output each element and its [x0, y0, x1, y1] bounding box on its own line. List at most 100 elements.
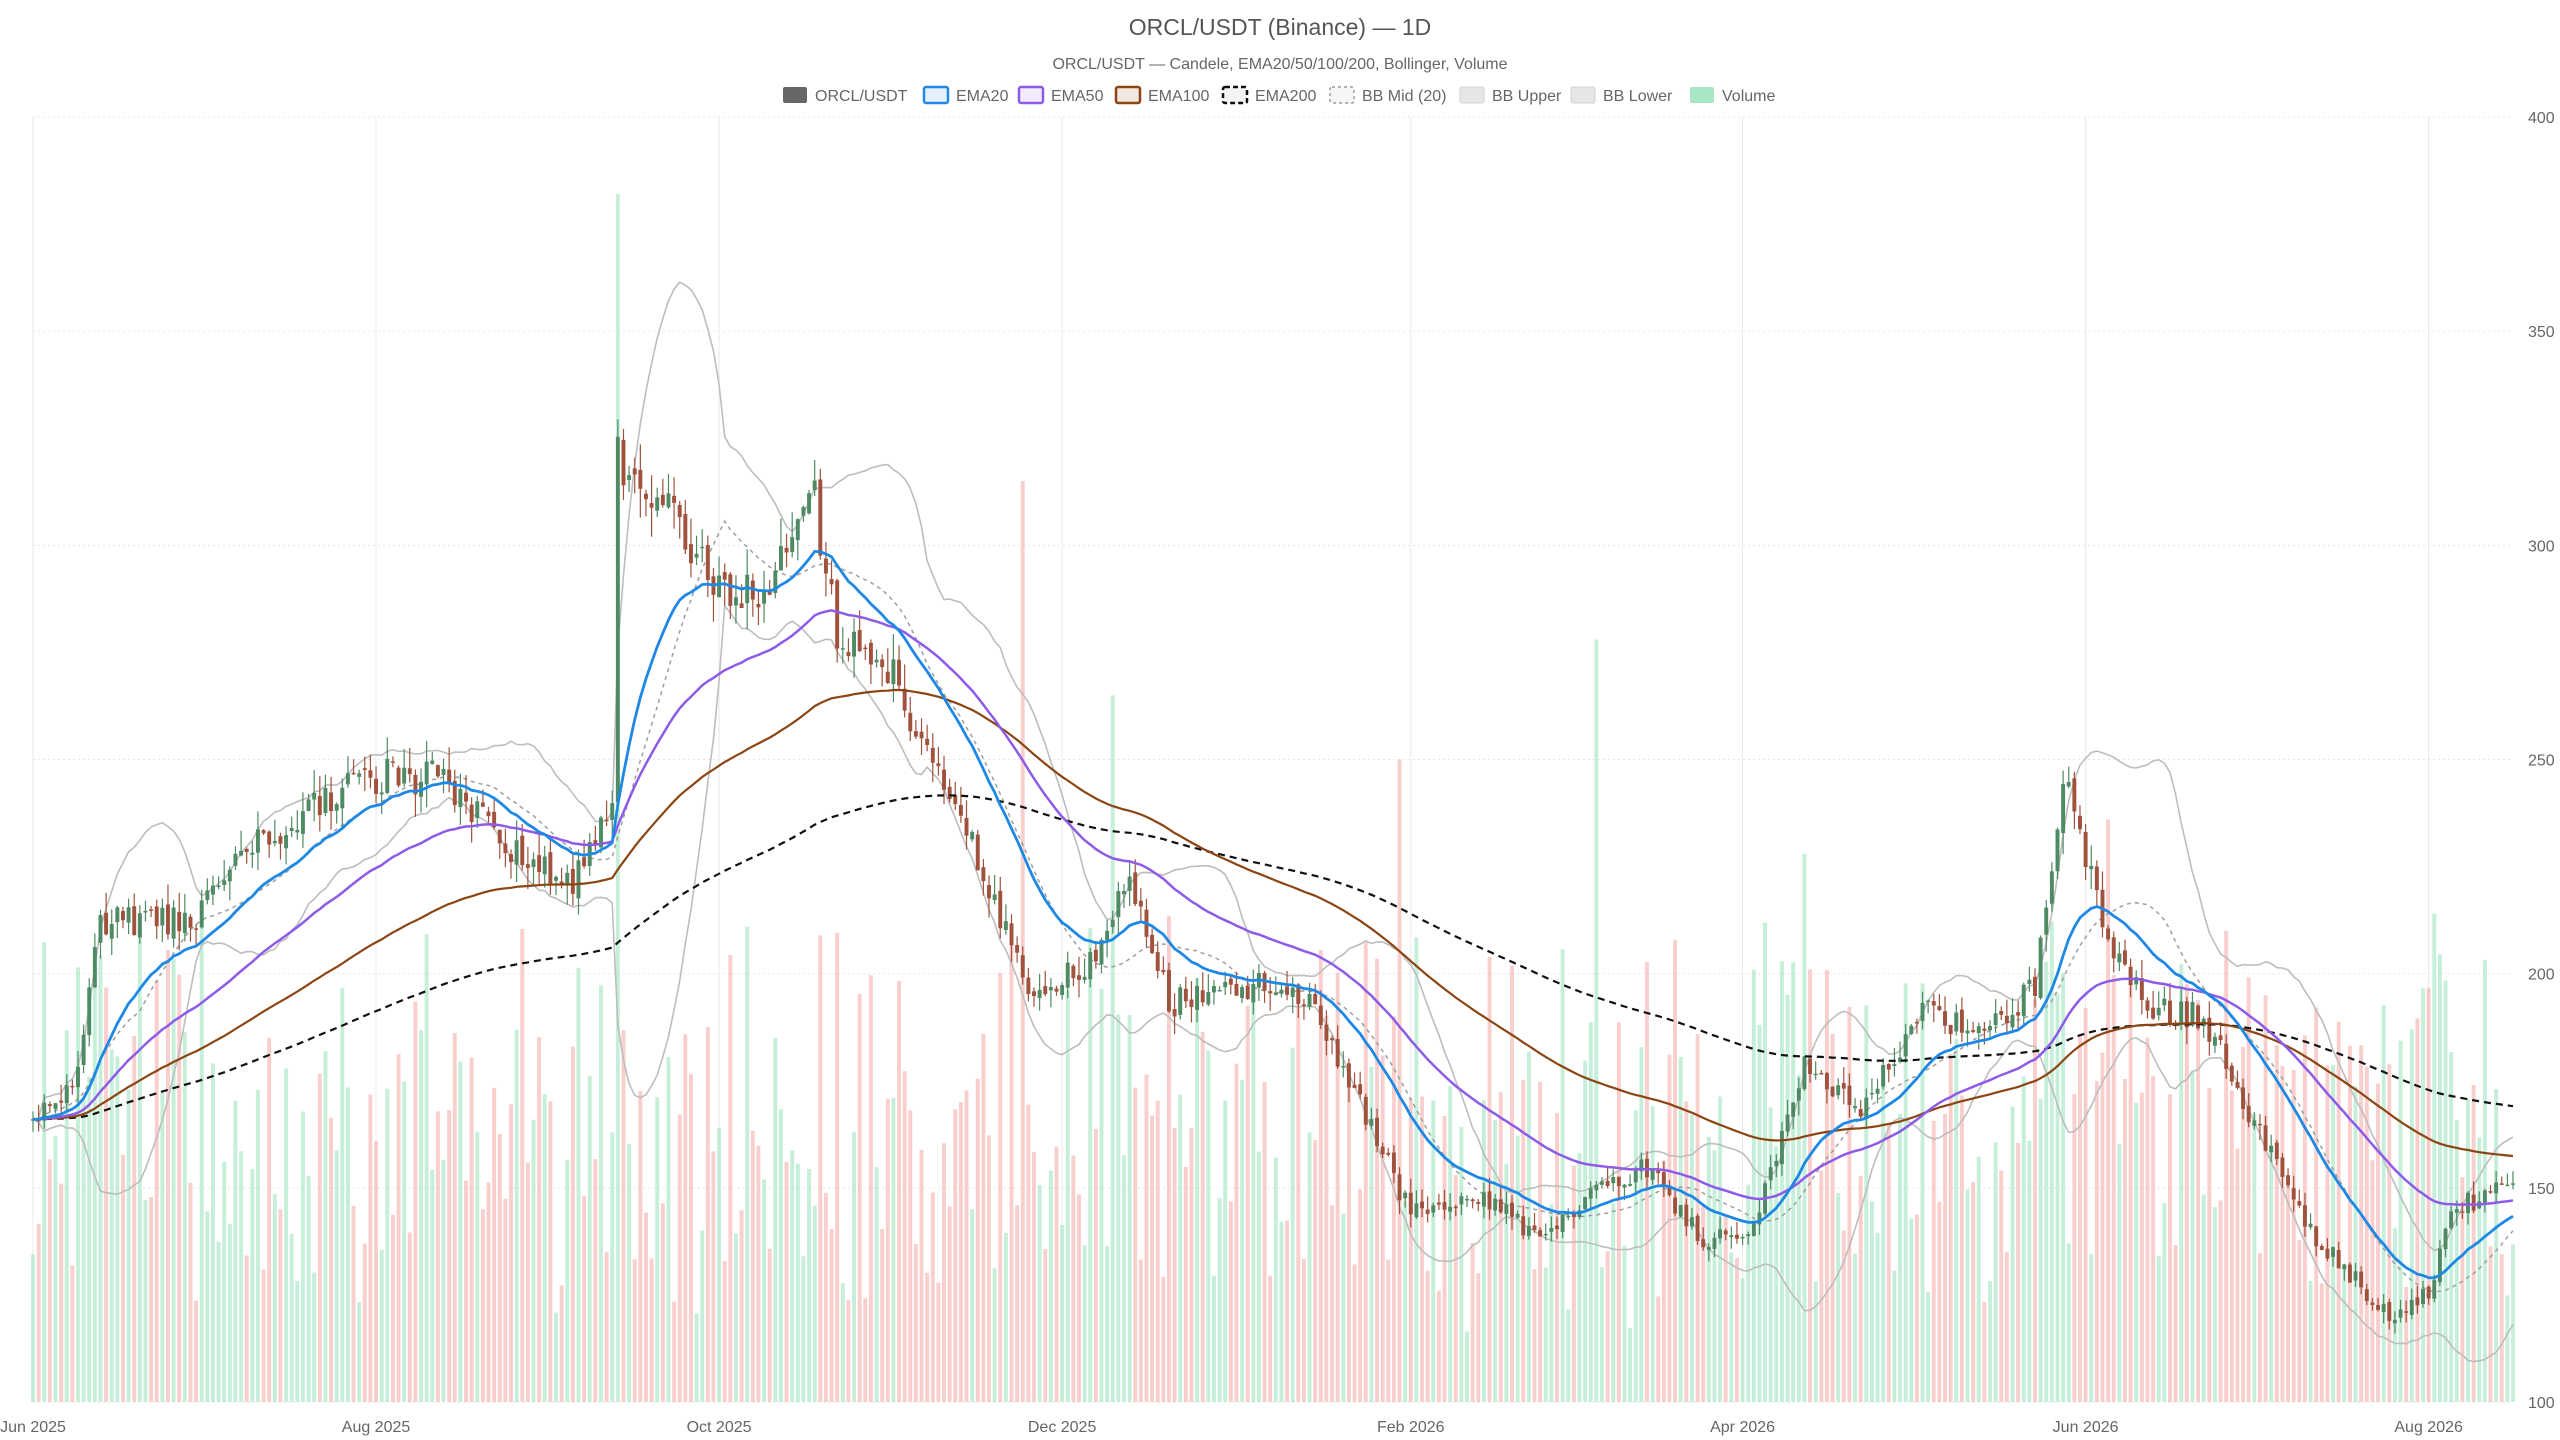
candle-body [368, 770, 373, 778]
candle-body [227, 869, 232, 882]
candle-body [396, 767, 401, 786]
volume-bar [778, 1109, 783, 1402]
legend-item: EMA20 [922, 85, 1009, 105]
candle-body [1358, 1084, 1363, 1095]
volume-bar [1521, 1080, 1526, 1402]
volume-bar [520, 928, 525, 1402]
candle-body [756, 603, 761, 608]
candle-body [610, 803, 615, 820]
candle-body [1909, 1025, 1914, 1035]
volume-bar [1240, 1080, 1245, 1402]
volume-bar [728, 955, 733, 1402]
volume-bar [2224, 930, 2229, 1402]
candle-body [1819, 1072, 1824, 1075]
candle-body [570, 868, 575, 894]
volume-bar [790, 1150, 795, 1402]
candle-body [2010, 1014, 2015, 1028]
volume-bar [295, 1281, 300, 1402]
candle-body [672, 495, 677, 503]
candle-body [2392, 1319, 2397, 1324]
volume-bar [2100, 1052, 2105, 1402]
candle-body [1054, 988, 1059, 992]
candle-body [1549, 1227, 1554, 1232]
candle-body [1408, 1192, 1413, 1215]
candle-body [2302, 1205, 2307, 1227]
candle-body [1847, 1085, 1852, 1106]
volume-bar [632, 1259, 637, 1402]
volume-bar [1768, 1107, 1773, 1402]
candle-body [1611, 1176, 1616, 1184]
candle-body [53, 1103, 58, 1109]
candle-body [2021, 984, 2026, 1017]
volume-bar [1926, 1292, 1931, 1402]
volume-bar [2415, 1018, 2420, 1402]
volume-bar [1785, 994, 1790, 1402]
candle-body [644, 493, 648, 500]
candle-body [1538, 1230, 1543, 1237]
candle-body [1403, 1192, 1408, 1199]
legend-item: BB Mid (20) [1329, 86, 1446, 105]
volume-bar [2314, 1007, 2319, 1402]
candle-body [1543, 1233, 1548, 1236]
candle-body [1459, 1196, 1464, 1205]
volume-bar [464, 1180, 468, 1402]
candle-body [773, 570, 778, 593]
volume-bar [188, 1182, 193, 1402]
candle-body [2016, 1012, 2021, 1016]
volume-bar [379, 1249, 384, 1402]
volume-bar [227, 1223, 232, 1402]
candle-body [1015, 944, 1020, 953]
volume-bar [1453, 1175, 1458, 1402]
volume-bar [1138, 1259, 1143, 1402]
candle-body [1689, 1217, 1694, 1227]
volume-bar [1397, 759, 1402, 1402]
volume-bar [1189, 1128, 1194, 1402]
candle-body [801, 506, 806, 516]
candle-body [497, 829, 502, 844]
volume-bar [548, 1101, 553, 1402]
legend-label: BB Lower [1603, 88, 1673, 105]
volume-bar [486, 1182, 491, 1402]
legend-swatch [783, 87, 807, 103]
candle-body [1914, 1021, 1919, 1024]
candle-body [621, 439, 626, 486]
volume-bar [1892, 1270, 1897, 1402]
candle-body [1003, 921, 1008, 930]
volume-bar [2291, 1070, 2296, 1402]
volume-bar [2353, 1086, 2358, 1402]
candle-body [2235, 1081, 2240, 1088]
volume-bar [137, 927, 142, 1402]
candle-body [1661, 1172, 1666, 1185]
volume-bar [171, 958, 176, 1402]
volume-bar [801, 1256, 806, 1402]
volume-bar [891, 1098, 896, 1402]
candle-body [2049, 871, 2054, 904]
candle-body [1532, 1225, 1537, 1231]
candle-body [1504, 1204, 1509, 1214]
candle-body [1240, 987, 1245, 999]
candle-body [42, 1102, 47, 1121]
volume-bar [2117, 1144, 2122, 1402]
volume-bar [1301, 1259, 1306, 1402]
candle-body [1346, 1063, 1351, 1088]
legend-swatch [1329, 86, 1355, 104]
volume-bar [503, 1198, 508, 1402]
candle-body [1802, 1056, 1807, 1090]
volume-bar [2257, 1253, 2262, 1402]
volume-bar [1330, 1205, 1335, 1402]
volume-bar [795, 1163, 800, 1402]
candle-body [919, 731, 924, 739]
legend-label: ORCL/USDT [815, 88, 908, 105]
volume-bar [2167, 1094, 2172, 1402]
volume-bar [452, 1033, 457, 1402]
candle-body [2229, 1065, 2234, 1082]
candle-body [2061, 784, 2066, 834]
volume-bar [385, 1088, 390, 1402]
volume-bar [672, 1301, 677, 1402]
volume-bar [1262, 1081, 1267, 1402]
volume-bar [2370, 1160, 2375, 1402]
candle-body [2123, 950, 2127, 965]
candle-body [1673, 1197, 1678, 1214]
volume-bar [2173, 1244, 2178, 1402]
candle-body [1442, 1202, 1447, 1210]
